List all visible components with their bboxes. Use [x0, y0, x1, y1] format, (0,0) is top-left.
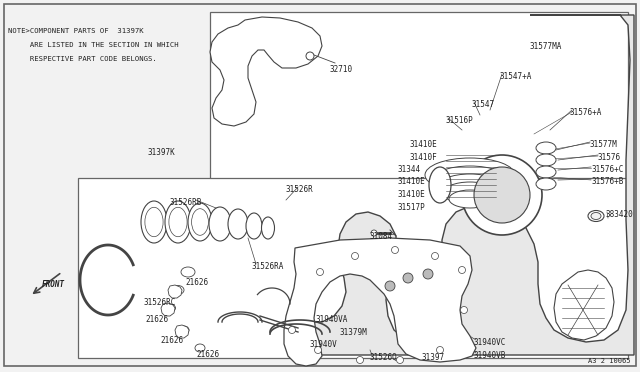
Ellipse shape — [195, 344, 205, 352]
Circle shape — [306, 52, 314, 60]
Text: 31576+B: 31576+B — [591, 177, 623, 186]
Text: 31547+A: 31547+A — [500, 72, 532, 81]
Ellipse shape — [536, 154, 556, 166]
Text: 31410E: 31410E — [398, 177, 426, 186]
Ellipse shape — [425, 158, 515, 192]
Circle shape — [403, 273, 413, 283]
Text: 31397K: 31397K — [148, 148, 176, 157]
Circle shape — [423, 269, 433, 279]
Circle shape — [356, 356, 364, 363]
Circle shape — [458, 266, 465, 273]
Bar — [210, 12, 628, 180]
Ellipse shape — [536, 178, 556, 190]
Text: 21626: 21626 — [145, 315, 168, 324]
Bar — [78, 178, 628, 358]
Polygon shape — [554, 270, 614, 340]
Ellipse shape — [181, 267, 195, 277]
Ellipse shape — [536, 166, 556, 178]
Text: 31410E: 31410E — [410, 140, 438, 149]
Circle shape — [317, 269, 323, 276]
Text: 383420: 383420 — [605, 210, 633, 219]
Circle shape — [461, 307, 467, 314]
Ellipse shape — [246, 213, 262, 239]
Text: 31940V: 31940V — [310, 340, 338, 349]
Ellipse shape — [179, 326, 189, 334]
Ellipse shape — [588, 211, 604, 221]
Text: 31576+C: 31576+C — [591, 165, 623, 174]
Text: 31526RA: 31526RA — [252, 262, 284, 271]
Ellipse shape — [443, 182, 497, 204]
Circle shape — [436, 346, 444, 353]
Text: 31547: 31547 — [472, 100, 495, 109]
Polygon shape — [168, 285, 182, 298]
Text: A3 2 10065: A3 2 10065 — [588, 358, 630, 364]
Ellipse shape — [431, 166, 509, 196]
Circle shape — [314, 346, 321, 353]
Text: 31344: 31344 — [398, 165, 421, 174]
Polygon shape — [210, 17, 322, 126]
Text: 32710: 32710 — [330, 65, 353, 74]
Text: 31526Q: 31526Q — [370, 353, 397, 362]
Text: FRONT: FRONT — [42, 280, 65, 289]
Text: 31516P: 31516P — [446, 116, 474, 125]
Text: 31397: 31397 — [422, 353, 445, 362]
Circle shape — [371, 230, 377, 236]
Text: 31379M: 31379M — [340, 328, 368, 337]
Text: 31410F: 31410F — [410, 153, 438, 162]
Text: 31526R: 31526R — [285, 185, 313, 194]
Text: ARE LISTED IN THE SECTION IN WHICH: ARE LISTED IN THE SECTION IN WHICH — [8, 42, 179, 48]
Text: 31577MA: 31577MA — [530, 42, 563, 51]
Text: 21626: 21626 — [185, 278, 208, 287]
Text: 31517P: 31517P — [398, 203, 426, 212]
Text: 31940VB: 31940VB — [474, 351, 506, 360]
Polygon shape — [175, 325, 189, 338]
Circle shape — [385, 281, 395, 291]
Ellipse shape — [145, 207, 163, 237]
Text: 21626: 21626 — [196, 350, 219, 359]
Text: 31410E: 31410E — [398, 190, 426, 199]
Circle shape — [397, 356, 403, 363]
Polygon shape — [290, 15, 634, 355]
Text: NOTE>COMPONENT PARTS OF  31397K: NOTE>COMPONENT PARTS OF 31397K — [8, 28, 143, 34]
Text: 31577M: 31577M — [590, 140, 618, 149]
Ellipse shape — [172, 285, 184, 295]
Ellipse shape — [169, 207, 187, 237]
Text: RESPECTIVE PART CODE BELONGS.: RESPECTIVE PART CODE BELONGS. — [8, 56, 157, 62]
Ellipse shape — [191, 209, 209, 235]
Text: 21626: 21626 — [160, 336, 183, 345]
Text: 31526RC: 31526RC — [144, 298, 177, 307]
Polygon shape — [161, 303, 175, 316]
Ellipse shape — [429, 167, 451, 203]
Ellipse shape — [437, 174, 503, 200]
Circle shape — [392, 247, 399, 253]
Text: 31940VA: 31940VA — [315, 315, 348, 324]
Circle shape — [289, 327, 296, 334]
Ellipse shape — [228, 209, 248, 239]
Text: 31526RB: 31526RB — [170, 198, 202, 207]
Circle shape — [351, 253, 358, 260]
Ellipse shape — [449, 190, 491, 208]
Polygon shape — [284, 238, 476, 366]
Ellipse shape — [262, 217, 275, 239]
Circle shape — [462, 155, 542, 235]
Text: 31576: 31576 — [598, 153, 621, 162]
Text: 31576+A: 31576+A — [570, 108, 602, 117]
Circle shape — [431, 253, 438, 260]
Text: 31940VC: 31940VC — [474, 338, 506, 347]
Ellipse shape — [165, 201, 191, 243]
Circle shape — [474, 167, 530, 223]
Ellipse shape — [188, 203, 212, 241]
Ellipse shape — [536, 142, 556, 154]
Ellipse shape — [591, 212, 601, 219]
Ellipse shape — [164, 304, 175, 312]
Ellipse shape — [209, 207, 231, 241]
Ellipse shape — [141, 201, 167, 243]
Text: 31084: 31084 — [370, 232, 393, 241]
